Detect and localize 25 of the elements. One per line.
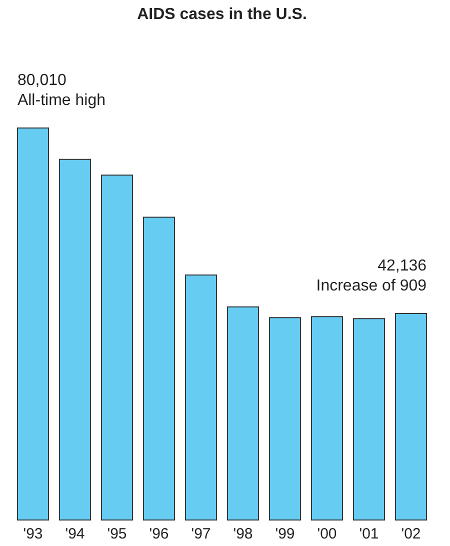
bar	[352, 318, 386, 520]
x-tick-label: '98	[233, 526, 253, 542]
x-tick-label: '93	[23, 526, 43, 542]
annotation: All-time high	[17, 92, 106, 109]
bar	[58, 158, 92, 520]
bar	[184, 274, 218, 520]
x-tick-label: '02	[401, 526, 421, 542]
bar	[100, 174, 134, 520]
bar	[394, 313, 428, 520]
annotation: Increase of 909	[316, 278, 427, 295]
data-label: 42,136	[378, 258, 427, 275]
x-tick-label: '00	[317, 526, 337, 542]
bar	[226, 306, 260, 520]
bar	[310, 316, 344, 520]
x-tick-label: '01	[359, 526, 379, 542]
x-tick-label: '95	[107, 526, 127, 542]
data-label: 80,010	[17, 72, 66, 89]
bar	[16, 128, 50, 520]
bar	[268, 317, 302, 520]
x-tick-label: '99	[275, 526, 295, 542]
x-tick-label: '94	[65, 526, 85, 542]
x-tick-label: '96	[149, 526, 169, 542]
x-tick-label: '97	[191, 526, 211, 542]
chart-title: AIDS cases in the U.S.	[137, 6, 307, 23]
bar	[142, 216, 176, 520]
